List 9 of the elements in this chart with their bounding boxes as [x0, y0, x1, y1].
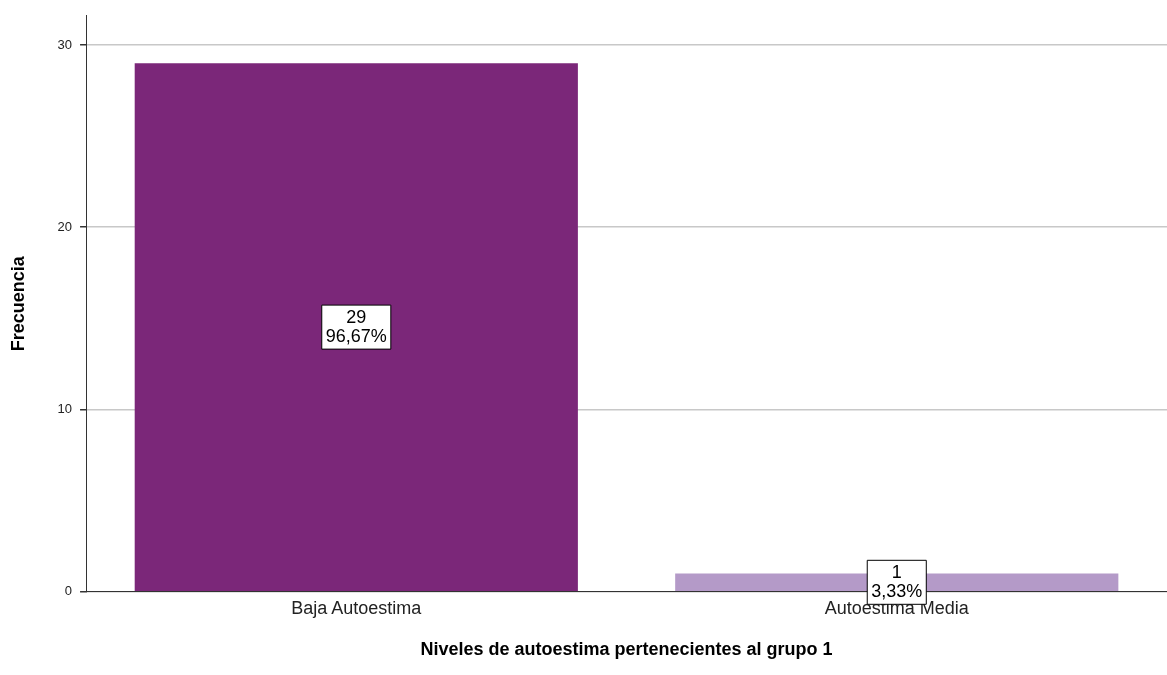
x-tick-label: Baja Autoestima — [291, 597, 423, 618]
y-tick-label: 30 — [57, 36, 73, 52]
x-axis-title: Niveles de autoestima pertenecientes al grupo 1 — [420, 639, 833, 660]
y-tick-label: 10 — [57, 401, 73, 417]
y-tick-label: 20 — [57, 218, 73, 234]
y-axis-title: Frecuencia — [7, 255, 28, 352]
data-label: 1 3,33% — [871, 561, 923, 601]
data-label: 29 96,67% — [325, 306, 387, 346]
y-tick-label: 0 — [64, 583, 73, 599]
